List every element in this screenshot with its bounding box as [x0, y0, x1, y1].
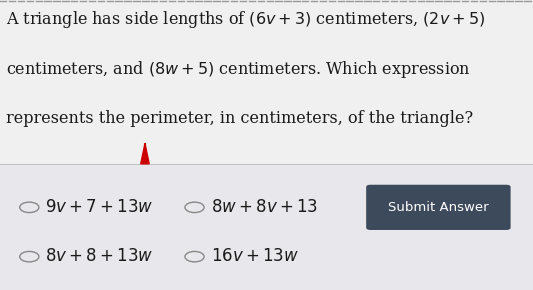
FancyBboxPatch shape: [366, 185, 511, 230]
Text: $8v + 8 + 13w$: $8v + 8 + 13w$: [45, 248, 154, 265]
Text: $16v + 13w$: $16v + 13w$: [211, 248, 298, 265]
Text: represents the perimeter, in centimeters, of the triangle?: represents the perimeter, in centimeters…: [6, 110, 473, 127]
Text: $8w + 8v + 13$: $8w + 8v + 13$: [211, 199, 318, 216]
Text: centimeters, and $(8w + 5)$ centimeters. Which expression: centimeters, and $(8w + 5)$ centimeters.…: [6, 59, 471, 80]
Text: Submit Answer: Submit Answer: [388, 201, 489, 214]
Polygon shape: [141, 144, 149, 164]
Text: A triangle has side lengths of $(6v + 3)$ centimeters, $(2v + 5)$: A triangle has side lengths of $(6v + 3)…: [6, 9, 486, 30]
Text: $9v + 7 + 13w$: $9v + 7 + 13w$: [45, 199, 154, 216]
FancyBboxPatch shape: [0, 164, 533, 290]
